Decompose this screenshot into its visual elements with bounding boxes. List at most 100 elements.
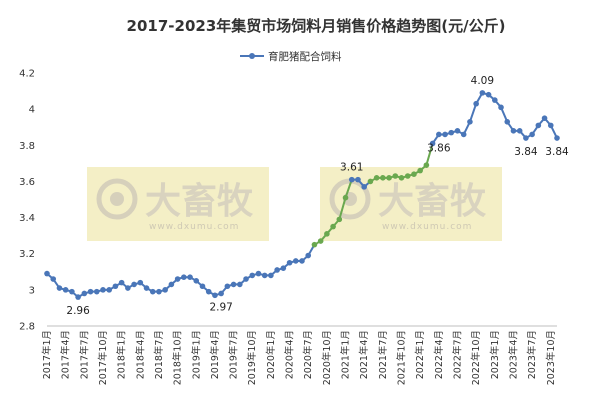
y-tick-label: 3.4	[19, 213, 35, 224]
data-label: 4.09	[471, 75, 494, 87]
data-point	[230, 281, 237, 288]
x-tick-label: 2019年10月	[246, 330, 258, 385]
data-point	[237, 281, 243, 288]
x-tick-label: 2023年1月	[489, 330, 501, 379]
data-point	[81, 290, 88, 297]
data-point	[398, 175, 405, 181]
watermark-url: www.dxumu.com	[382, 222, 472, 232]
x-tick-label: 2023年7月	[526, 330, 538, 379]
data-point	[311, 241, 318, 248]
data-point	[498, 104, 504, 111]
x-tick-label: 2017年4月	[60, 330, 72, 379]
data-point	[75, 294, 81, 300]
data-point	[361, 184, 367, 190]
data-point	[100, 287, 106, 293]
data-point	[93, 288, 100, 295]
data-point	[330, 223, 336, 230]
data-point	[529, 131, 535, 138]
data-point	[523, 135, 529, 141]
x-tick-label: 2020年4月	[284, 330, 296, 379]
x-tick-label: 2018年1月	[116, 330, 128, 379]
data-point	[50, 276, 57, 282]
data-point	[436, 131, 442, 138]
y-tick-label: 2.8	[19, 322, 35, 333]
x-axis: 2017年1月 2017年4月 2017年7月 2017年10月 2018年1月 2018…	[41, 325, 557, 385]
data-label: 2.96	[66, 305, 90, 317]
data-point	[212, 292, 218, 299]
x-tick-label: 2022年4月	[433, 330, 445, 379]
y-tick-label: 4.2	[19, 69, 35, 80]
legend: 育肥猪配合饲料	[240, 50, 342, 63]
series-line-segment	[344, 178, 353, 199]
watermark-text: 大畜牧	[145, 181, 254, 222]
data-point	[485, 91, 492, 98]
data-point	[386, 175, 392, 181]
data-point	[193, 278, 200, 284]
data-point	[218, 290, 224, 297]
data-point	[243, 276, 249, 282]
y-tick-label: 3.6	[19, 177, 35, 188]
data-point	[454, 128, 461, 134]
x-tick-label: 2019年4月	[209, 330, 221, 379]
data-point	[355, 176, 361, 183]
data-point	[317, 238, 324, 244]
data-point	[125, 285, 131, 291]
data-label: 3.86	[427, 142, 451, 154]
data-point	[149, 288, 156, 295]
data-point	[56, 285, 63, 291]
data-point	[87, 288, 94, 295]
data-point	[187, 274, 193, 281]
watermark-url: www.dxumu.com	[149, 222, 239, 232]
data-point	[504, 118, 511, 125]
data-point	[516, 128, 523, 134]
data-point	[404, 173, 411, 179]
data-point	[174, 276, 181, 282]
x-tick-label: 2017年7月	[78, 330, 90, 379]
data-point	[473, 100, 479, 107]
data-point	[255, 270, 262, 277]
data-label: 3.61	[340, 162, 363, 174]
series-layer	[44, 90, 560, 300]
data-point	[448, 129, 455, 136]
data-point	[62, 287, 69, 293]
x-tick-label: 2023年10月	[545, 330, 557, 385]
data-point	[69, 288, 75, 295]
data-point	[268, 272, 274, 279]
data-point	[280, 265, 287, 271]
series-line-segment	[338, 196, 347, 221]
data-point	[44, 270, 50, 277]
x-tick-label: 2021年10月	[396, 330, 408, 385]
watermark-text: 大畜牧	[378, 181, 487, 222]
x-tick-label: 2022年1月	[414, 330, 426, 379]
y-axis: 4.2 4 3.8 3.6 3.4 3.2 3 2.8	[19, 69, 35, 333]
data-point	[535, 122, 542, 129]
data-point	[324, 231, 330, 237]
data-point	[292, 258, 299, 264]
data-point	[162, 287, 168, 293]
watermark-logo-dot-icon	[110, 192, 124, 206]
data-point	[305, 252, 312, 259]
data-point	[137, 279, 144, 286]
data-label: 3.84	[545, 146, 569, 158]
x-tick-label: 2022年7月	[451, 330, 463, 379]
x-tick-label: 2020年10月	[321, 330, 333, 385]
x-tick-label: 2017年10月	[97, 330, 109, 385]
legend-series-name: 育肥猪配合饲料	[268, 50, 342, 63]
y-tick-label: 4	[29, 105, 35, 116]
x-tick-label: 2023年4月	[507, 330, 519, 379]
data-point	[336, 216, 343, 223]
data-point	[106, 287, 112, 293]
series-line-segment	[468, 102, 478, 123]
chart-title: 2017-2023年集贸市场饲料月销售价格趋势图(元/公斤)	[127, 17, 506, 35]
data-point	[112, 283, 119, 290]
x-tick-label: 2021年7月	[377, 330, 389, 379]
legend-marker	[249, 53, 255, 59]
data-point	[249, 272, 256, 279]
data-point	[199, 283, 206, 290]
x-tick-label: 2019年1月	[190, 330, 202, 379]
data-point	[554, 135, 560, 141]
data-point	[224, 283, 231, 290]
